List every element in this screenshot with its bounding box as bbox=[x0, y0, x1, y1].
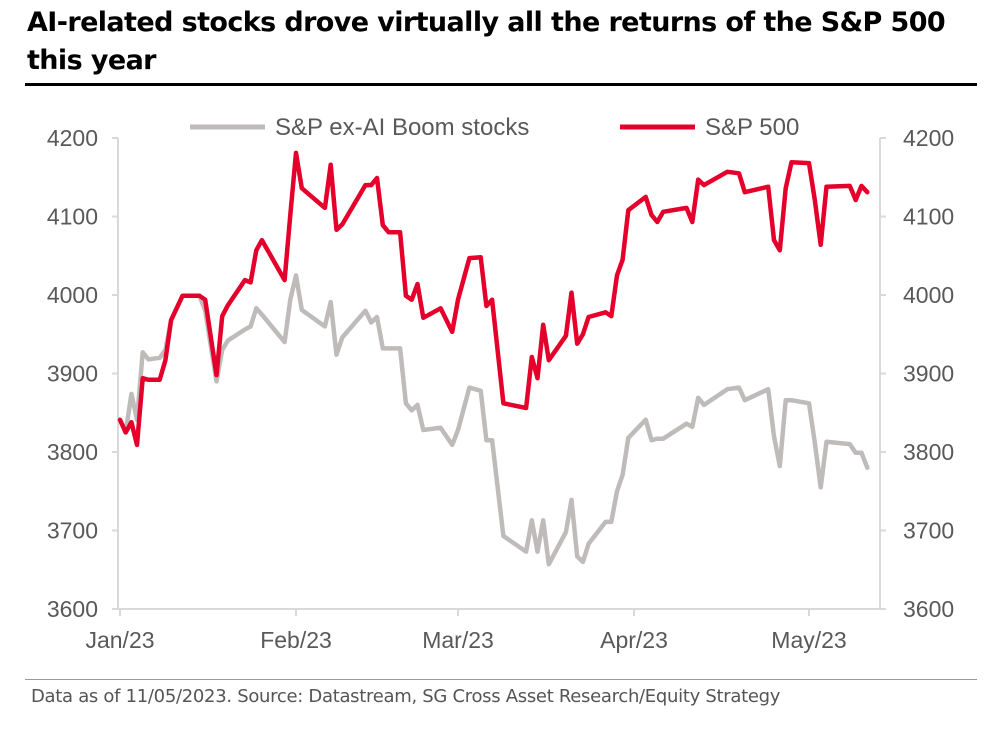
y-tick-label-right: 4000 bbox=[903, 282, 954, 308]
tick-labels: 3600 3600 3700 3700 3800 3800 3900 3900 4000 4000… bbox=[47, 125, 954, 653]
y-tick-label-left: 3900 bbox=[47, 361, 98, 387]
y-tick-label-right: 3800 bbox=[903, 439, 954, 465]
x-tick-label: Jan/23 bbox=[85, 627, 154, 653]
y-tick-label-right: 3700 bbox=[903, 518, 954, 544]
y-tick-label-left: 4200 bbox=[47, 125, 98, 151]
x-tick-label: May/23 bbox=[771, 627, 846, 653]
source-footnote: Data as of 11/05/2023. Source: Datastrea… bbox=[31, 686, 781, 707]
x-tick-label: Apr/23 bbox=[600, 627, 668, 653]
legend-label: S&P 500 bbox=[705, 114, 799, 141]
x-tick-label: Mar/23 bbox=[422, 627, 494, 653]
y-tick-label-left: 4000 bbox=[47, 282, 98, 308]
y-tick-label-left: 3800 bbox=[47, 439, 98, 465]
legend-label: S&P ex-AI Boom stocks bbox=[275, 114, 529, 141]
chart-title: AI-related stocks drove virtually all th… bbox=[27, 7, 946, 76]
x-tick-label: Feb/23 bbox=[260, 627, 332, 653]
axes bbox=[112, 137, 886, 616]
y-tick-label-right: 4200 bbox=[903, 125, 954, 151]
y-tick-label-left: 4100 bbox=[47, 204, 98, 230]
y-tick-label-right: 3900 bbox=[903, 361, 954, 387]
y-tick-label-right: 3600 bbox=[903, 596, 954, 622]
title-divider bbox=[25, 83, 977, 86]
series-line-sp500 bbox=[117, 150, 870, 448]
y-tick-label-left: 3600 bbox=[47, 596, 98, 622]
series-line-sp-ex-ai bbox=[117, 273, 870, 567]
legend: S&P ex-AI Boom stocks S&P 500 bbox=[190, 114, 799, 141]
footer-divider bbox=[25, 679, 977, 680]
series-lines bbox=[117, 150, 870, 567]
y-tick-label-left: 3700 bbox=[47, 518, 98, 544]
y-tick-label-right: 4100 bbox=[903, 204, 954, 230]
